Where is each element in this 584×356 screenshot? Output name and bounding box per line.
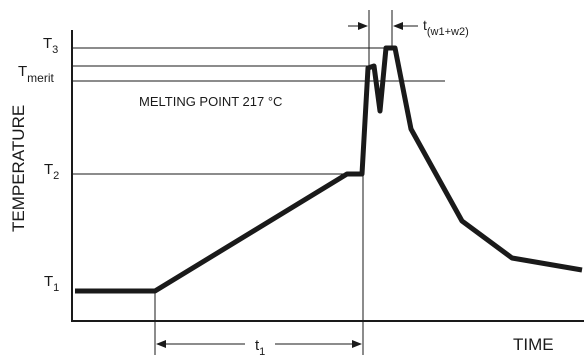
x-axis-title: TIME <box>513 335 554 354</box>
tw-interval-label: t(w1+w2) <box>423 17 469 38</box>
temperature-profile-curve <box>75 45 583 294</box>
t3-label: T3 <box>43 35 58 56</box>
tmerit-label: Tmerit <box>18 63 55 85</box>
melting-point-label: MELTING POINT 217 °C <box>139 94 282 109</box>
t1-label: T1 <box>44 273 59 294</box>
y-axis-title: TEMPERATURE <box>9 105 28 232</box>
t1-interval-label: t1 <box>255 337 265 356</box>
t2-label: T2 <box>44 161 59 182</box>
